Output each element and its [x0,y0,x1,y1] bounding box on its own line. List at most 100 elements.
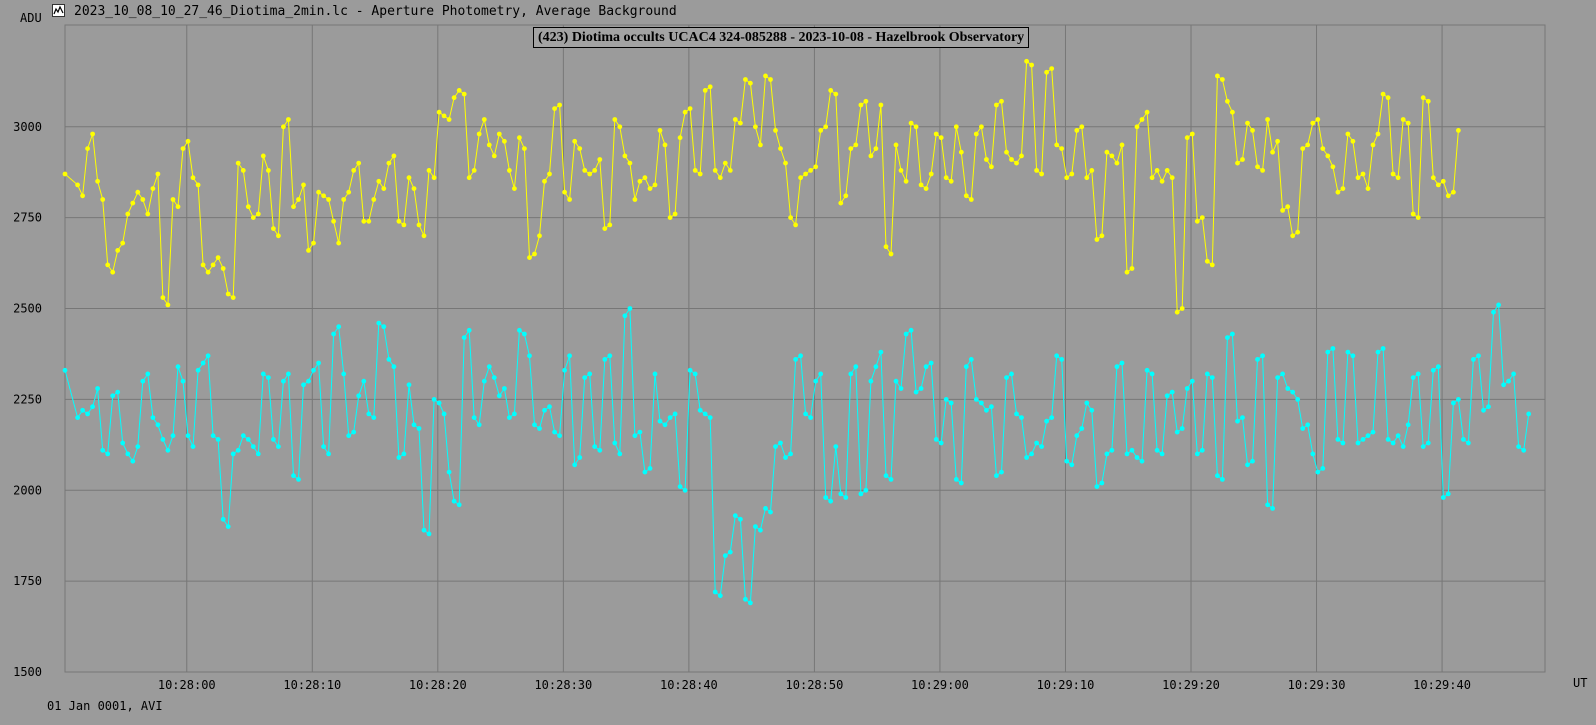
data-point [722,553,728,559]
data-point [1139,458,1145,464]
data-point [783,455,788,460]
data-point [1069,171,1075,177]
data-point [291,473,296,479]
data-point [1350,353,1356,359]
data-point [476,422,482,428]
data-point [346,433,352,439]
data-point [1325,153,1331,159]
data-point [361,378,367,384]
data-point [838,491,844,497]
data-point [120,440,126,446]
data-point [913,124,919,130]
data-point [813,164,819,170]
data-point [451,95,457,101]
lightcurve-app-icon[interactable] [52,4,65,17]
data-point [923,364,929,370]
data-point [1335,189,1341,195]
data-point [421,233,427,239]
data-point [828,88,834,93]
data-point [446,469,452,475]
data-point [1320,146,1326,152]
y-tick-label: 3000 [13,120,42,134]
data-point [1059,146,1065,152]
data-point [1451,400,1456,406]
data-point [426,168,432,173]
data-point [547,404,552,410]
data-point [286,117,291,122]
data-point [1024,58,1029,64]
data-point [1345,349,1351,355]
data-point [577,146,583,152]
data-point [75,182,80,188]
data-point [1049,66,1055,71]
data-point [75,415,80,420]
data-point [948,178,954,184]
data-point [341,197,347,202]
data-point [1501,382,1506,388]
data-point [80,407,85,413]
data-point [185,433,191,439]
data-point [677,135,683,141]
data-point [1089,407,1095,413]
data-point [245,204,251,210]
data-point [296,477,301,482]
y-tick-label: 2750 [13,211,42,225]
data-point [281,378,286,384]
data-point [908,120,914,126]
data-point [758,527,763,533]
data-point [356,160,362,166]
data-point [848,371,854,377]
x-tick-label: 10:29:00 [911,678,969,692]
data-point [808,415,813,420]
data-point [873,146,879,152]
data-point [271,226,276,232]
data-point [441,411,447,417]
data-point [1154,447,1160,453]
data-point [401,222,407,228]
data-point [1204,371,1210,377]
data-point [1230,331,1235,337]
data-point [1044,69,1049,75]
data-point [863,487,869,493]
data-point [1174,309,1180,315]
data-point [793,222,798,228]
data-point [125,451,131,457]
data-point [697,171,703,177]
data-point [702,88,708,93]
x-tick-label: 10:28:40 [660,678,718,692]
data-point [195,182,201,188]
data-point [235,447,241,453]
data-point [1164,168,1170,173]
data-point [1149,175,1155,181]
data-point [225,291,231,297]
data-point [662,142,668,148]
data-point [1074,127,1080,133]
data-point [1139,117,1145,122]
data-point [421,527,427,533]
data-point [1199,215,1205,221]
data-point [893,142,899,148]
data-point [1295,229,1301,235]
data-point [210,262,216,268]
data-point [1315,469,1321,475]
data-point [1109,153,1115,159]
data-point [813,378,819,384]
data-point [517,327,522,333]
footer-date-label: 01 Jan 0001, AVI [47,699,163,713]
data-point [266,168,271,173]
data-point [753,524,758,529]
data-point [537,426,542,431]
data-point [416,426,422,431]
data-point [883,244,889,250]
x-tick-label: 10:29:40 [1413,678,1471,692]
data-point [306,378,311,384]
data-point [125,211,131,217]
data-point [1255,164,1260,170]
data-point [190,444,196,449]
x-tick-label: 10:29:10 [1037,678,1095,692]
data-point [1114,160,1120,166]
data-point [1099,233,1105,239]
data-point [712,589,718,595]
data-point [1169,175,1175,181]
